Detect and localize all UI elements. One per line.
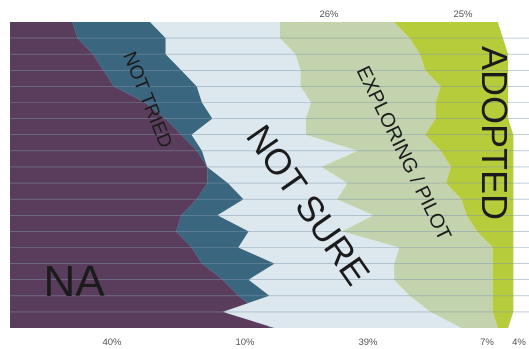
area-bands bbox=[10, 22, 529, 328]
row-gridlines bbox=[10, 37, 529, 313]
band-na bbox=[10, 22, 270, 328]
bottom-percent-label: 39% bbox=[358, 337, 378, 348]
band-adopted bbox=[394, 22, 514, 328]
top-percent-label: 26% bbox=[319, 9, 339, 20]
bottom-percent-label: 40% bbox=[102, 337, 122, 348]
bottom-percent-label: 4% bbox=[512, 337, 526, 348]
band-not-tried bbox=[72, 22, 275, 328]
band-label-na: NA bbox=[43, 257, 105, 306]
top-percent-labels: 26% 25% bbox=[319, 9, 473, 20]
bottom-percent-labels: 40% 10% 39% 7% 4% bbox=[102, 337, 526, 348]
bottom-percent-label: 7% bbox=[480, 337, 494, 348]
band-not-sure bbox=[150, 22, 462, 328]
band-label-adopted: ADOPTED bbox=[474, 46, 515, 220]
band-remainder bbox=[497, 22, 529, 328]
top-percent-label: 25% bbox=[453, 9, 473, 20]
band-exploring-pilot bbox=[279, 22, 498, 328]
bottom-percent-label: 10% bbox=[235, 337, 255, 348]
